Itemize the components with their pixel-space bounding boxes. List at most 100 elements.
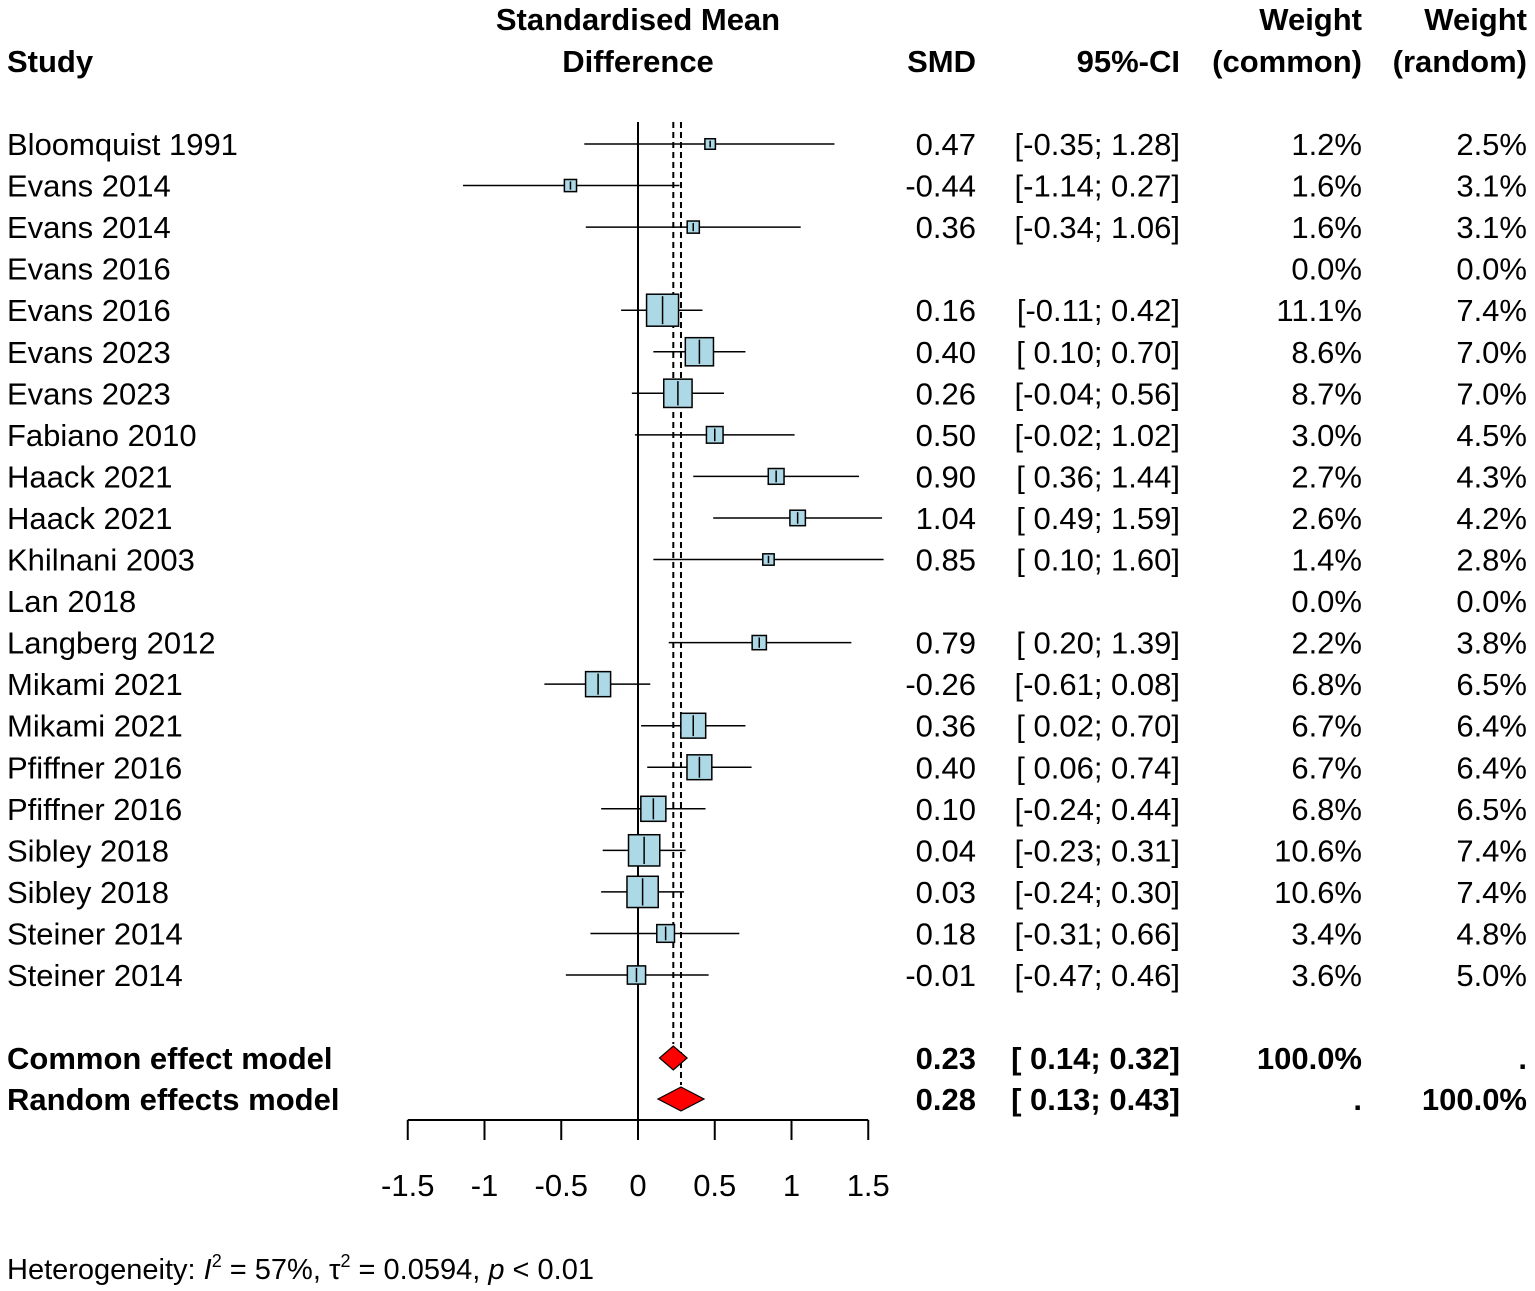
header-weight-random-1: Weight [1424, 2, 1527, 37]
study-label: Evans 2014 [7, 169, 171, 204]
weight-random: 2.8% [1456, 543, 1527, 578]
het-i: I [204, 1254, 212, 1286]
header-weight-random-2: (random) [1393, 44, 1527, 79]
axis-tick-label: 1.5 [847, 1168, 890, 1203]
weight-common: 6.8% [1291, 667, 1362, 702]
study-row: Sibley 2018 0.03 [-0.24; 0.30] 10.6% 7.4% [7, 875, 1527, 910]
het-sup1: 2 [212, 1251, 222, 1271]
smd-value: 0.26 [916, 376, 976, 411]
weight-common: 3.4% [1291, 916, 1362, 951]
ci-value: [ 0.20; 1.39] [1016, 626, 1180, 661]
weight-random: 3.8% [1456, 626, 1527, 661]
model-row: Common effect model 0.23 [ 0.14; 0.32] 100.… [7, 1041, 1527, 1076]
study-row: Steiner 2014 0.18 [-0.31; 0.66] 3.4% 4.8% [7, 916, 1527, 951]
plot-marks [463, 122, 884, 1120]
smd-value: 0.36 [916, 709, 976, 744]
weight-common: 1.4% [1291, 543, 1362, 578]
het-i2: = 57%, [222, 1254, 329, 1286]
weight-common: 6.7% [1291, 750, 1362, 785]
weight-random: 6.5% [1456, 792, 1527, 827]
ci-value: [-0.34; 1.06] [1015, 210, 1180, 245]
ci-value: [-0.35; 1.28] [1015, 127, 1180, 162]
ci-value: [-0.11; 0.42] [1017, 293, 1180, 328]
smd-value: -0.26 [905, 667, 976, 702]
study-label: Bloomquist 1991 [7, 127, 238, 162]
study-label: Fabiano 2010 [7, 418, 197, 453]
weight-random: 0.0% [1456, 252, 1527, 287]
weight-common: 2.2% [1291, 626, 1362, 661]
weight-common: 1.6% [1291, 210, 1362, 245]
weight-common: 10.6% [1274, 875, 1362, 910]
model-weight-common: 100.0% [1257, 1041, 1362, 1076]
weight-common: 3.6% [1291, 958, 1362, 993]
study-row: Evans 2023 0.26 [-0.04; 0.56] 8.7% 7.0% [7, 376, 1527, 411]
weight-random: 7.4% [1456, 293, 1527, 328]
weight-random: 6.4% [1456, 709, 1527, 744]
study-row: Mikami 2021 0.36 [ 0.02; 0.70] 6.7% 6.4% [7, 709, 1527, 744]
header-study: Study [7, 44, 94, 79]
smd-value: 1.04 [916, 501, 976, 536]
study-label: Evans 2014 [7, 210, 171, 245]
model-ci: [ 0.14; 0.32] [1011, 1041, 1180, 1076]
heterogeneity-text: Heterogeneity: I2 = 57%, τ2 = 0.0594, p … [7, 1251, 594, 1286]
smd-value: 0.90 [916, 459, 976, 494]
axis-tick-label: -1.5 [381, 1168, 434, 1203]
weight-random: 4.8% [1456, 916, 1527, 951]
het-sup2: 2 [340, 1251, 350, 1271]
het-p: p [487, 1254, 504, 1286]
weight-common: 2.6% [1291, 501, 1362, 536]
study-row: Haack 2021 0.90 [ 0.36; 1.44] 2.7% 4.3% [7, 459, 1527, 494]
het-prefix: Heterogeneity: [7, 1254, 204, 1286]
x-axis: -1.5 -1 -0.5 0 0.5 1 1.5 [381, 1119, 890, 1203]
study-row: Steiner 2014 -0.01 [-0.47; 0.46] 3.6% 5.0% [7, 958, 1527, 993]
model-smd: 0.23 [916, 1041, 976, 1076]
study-label: Mikami 2021 [7, 667, 183, 702]
study-label: Sibley 2018 [7, 833, 169, 868]
ci-value: [ 0.36; 1.44] [1016, 459, 1180, 494]
smd-value: 0.50 [916, 418, 976, 453]
study-row: Evans 2016 0.0% 0.0% [7, 252, 1527, 287]
smd-value: -0.44 [905, 169, 976, 204]
study-row: Pfiffner 2016 0.40 [ 0.06; 0.74] 6.7% 6.4% [7, 750, 1527, 785]
study-row: Evans 2014 -0.44 [-1.14; 0.27] 1.6% 3.1% [7, 169, 1527, 204]
weight-common: 1.2% [1291, 127, 1362, 162]
model-label: Common effect model [7, 1041, 333, 1076]
axis-tick-label: 0 [629, 1168, 646, 1203]
model-label: Random effects model [7, 1082, 339, 1117]
model-weight-random: . [1518, 1041, 1527, 1076]
weight-random: 4.2% [1456, 501, 1527, 536]
weight-common: 11.1% [1276, 293, 1362, 328]
study-row: Evans 2023 0.40 [ 0.10; 0.70] 8.6% 7.0% [7, 335, 1527, 370]
weight-random: 7.0% [1456, 376, 1527, 411]
study-row: Evans 2016 0.16 [-0.11; 0.42] 11.1% 7.4% [7, 293, 1527, 328]
header-smd: SMD [907, 44, 976, 79]
weight-random: 7.4% [1456, 833, 1527, 868]
study-label: Mikami 2021 [7, 709, 183, 744]
summary-diamond [656, 1086, 706, 1112]
summary-diamond [658, 1045, 689, 1071]
study-label: Haack 2021 [7, 501, 172, 536]
ci-value: [-0.23; 0.31] [1015, 833, 1180, 868]
axis-tick-label: -1 [471, 1168, 499, 1203]
study-row: Fabiano 2010 0.50 [-0.02; 1.02] 3.0% 4.5% [7, 418, 1527, 453]
study-row: Bloomquist 1991 0.47 [-0.35; 1.28] 1.2% 2.5% [7, 127, 1527, 162]
smd-value: 0.16 [916, 293, 976, 328]
weight-common: 6.8% [1291, 792, 1362, 827]
header-weight-common-2: (common) [1212, 44, 1362, 79]
weight-random: 3.1% [1456, 169, 1527, 204]
study-row: Evans 2014 0.36 [-0.34; 1.06] 1.6% 3.1% [7, 210, 1527, 245]
ci-value: [-0.02; 1.02] [1015, 418, 1180, 453]
ci-value: [-0.61; 0.08] [1015, 667, 1180, 702]
smd-value: 0.47 [916, 127, 976, 162]
study-row: Sibley 2018 0.04 [-0.23; 0.31] 10.6% 7.4% [7, 833, 1527, 868]
ci-value: [ 0.49; 1.59] [1016, 501, 1180, 536]
model-weight-random: 100.0% [1422, 1082, 1527, 1117]
header-weight-common-1: Weight [1259, 2, 1362, 37]
smd-value: 0.79 [916, 626, 976, 661]
header-plot-title-1: Standardised Mean [496, 2, 780, 37]
study-row: Haack 2021 1.04 [ 0.49; 1.59] 2.6% 4.2% [7, 501, 1527, 536]
study-label: Pfiffner 2016 [7, 750, 182, 785]
weight-random: 4.5% [1456, 418, 1527, 453]
weight-common: 3.0% [1291, 418, 1362, 453]
